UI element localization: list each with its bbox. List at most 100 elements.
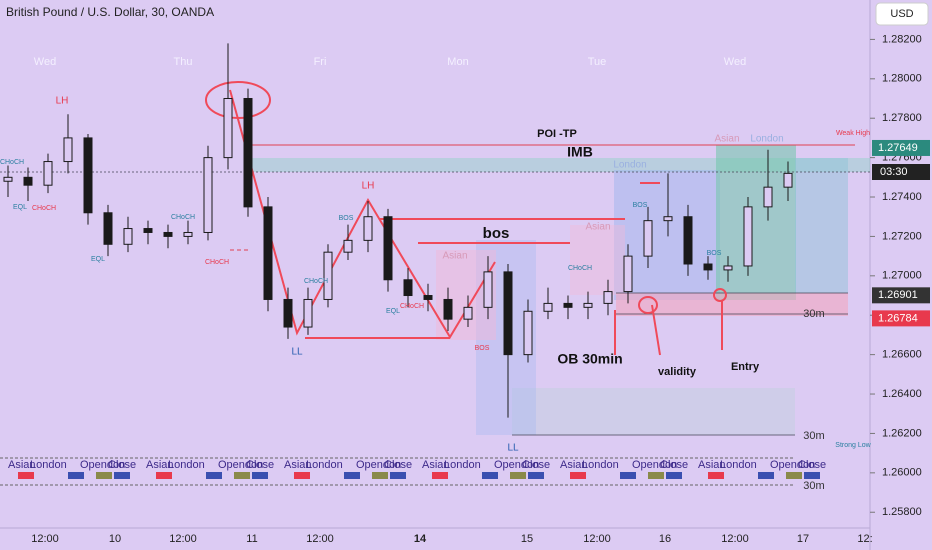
candle-body — [463, 306, 473, 320]
session-label: Asian — [560, 459, 588, 471]
y-tick-label: 1.27000 — [882, 270, 922, 282]
annotation: Asian — [714, 134, 739, 145]
candle-body — [703, 263, 713, 271]
candle-body — [583, 302, 593, 308]
session-marker — [68, 472, 84, 479]
annotation: London — [613, 160, 646, 171]
day-label: Wed — [34, 56, 56, 68]
session-marker — [390, 472, 406, 479]
annotation: Strong Low — [835, 442, 871, 449]
y-tick-label: 1.26200 — [882, 427, 922, 439]
session-label: Opendon — [218, 459, 263, 471]
annotation: Weak High — [836, 130, 870, 137]
x-tick-label: 14 — [414, 533, 427, 545]
session-label: Asian — [8, 459, 36, 471]
candle-body — [443, 298, 453, 320]
candle-body — [423, 295, 433, 300]
candle-body — [383, 216, 393, 281]
candle-body — [23, 176, 33, 186]
session-label: Close — [522, 459, 550, 471]
annotation: BOS — [475, 345, 490, 352]
candle-body — [743, 206, 753, 267]
candle-body — [523, 310, 533, 356]
day-label: Mon — [447, 56, 468, 68]
zone — [616, 293, 848, 316]
session-label: Opendon — [770, 459, 815, 471]
y-tick-label: 1.28000 — [882, 73, 922, 85]
zone — [250, 158, 870, 172]
candle-body — [763, 186, 773, 208]
candle-body — [603, 291, 613, 304]
session-marker — [294, 472, 310, 479]
y-tick-label: 1.28200 — [882, 33, 922, 45]
session-marker — [528, 472, 544, 479]
x-tick-label: 10 — [109, 533, 121, 545]
price-label: 1.26901 — [878, 289, 918, 301]
zone — [570, 225, 625, 295]
zone — [795, 158, 848, 293]
currency-button[interactable] — [875, 2, 929, 26]
y-tick-label: 1.27400 — [882, 191, 922, 203]
annotation: CHoCH — [32, 205, 56, 212]
annotation: 30m — [803, 480, 824, 492]
session-label: Close — [246, 459, 274, 471]
price-label-box — [872, 139, 930, 156]
annotation: POI -TP — [537, 128, 577, 140]
annotation: bos — [483, 225, 510, 242]
candle-body — [723, 265, 733, 271]
price-label-box — [872, 287, 930, 304]
highlight — [713, 288, 727, 302]
session-label: Close — [660, 459, 688, 471]
x-tick-label: 12:00 — [721, 533, 749, 545]
annotation: Asian — [585, 222, 610, 233]
candle-body — [683, 216, 693, 265]
annotation: Asian — [442, 251, 467, 262]
session-marker — [234, 472, 250, 479]
y-tick-label: 1.25800 — [882, 506, 922, 518]
annotation: BOS — [707, 250, 722, 257]
candle-body — [323, 251, 333, 300]
session-marker — [156, 472, 172, 479]
y-tick-label: 1.27800 — [882, 112, 922, 124]
symbol-title: British Pound / U.S. Dollar, 30, OANDA — [6, 5, 214, 19]
candle-body — [343, 239, 353, 253]
annotation: 30m — [803, 430, 824, 442]
session-marker — [758, 472, 774, 479]
annotation: CHoCH — [205, 259, 229, 266]
arrow — [651, 304, 661, 356]
annotation: validity — [658, 366, 697, 378]
candle-body — [63, 137, 73, 163]
candle-body — [403, 279, 413, 297]
x-tick-label: 12:00 — [169, 533, 197, 545]
session-label: Opendon — [80, 459, 125, 471]
session-marker — [786, 472, 802, 479]
annotation: EQL — [13, 204, 27, 211]
annotation: Entry — [731, 361, 760, 373]
session-marker — [510, 472, 526, 479]
currency[interactable]: USD — [890, 8, 913, 20]
annotation: CHoCH — [304, 278, 328, 285]
session-label: Asian — [146, 459, 174, 471]
candle-body — [203, 157, 213, 233]
countdown: 03:30 — [880, 166, 908, 178]
session-label: Asian — [422, 459, 450, 471]
annotation: LH — [362, 181, 375, 192]
candle-body — [123, 228, 133, 245]
price-label: 1.27649 — [878, 142, 918, 154]
price-label: 1.26784 — [878, 312, 918, 324]
session-label: Opendon — [632, 459, 677, 471]
annotation: 30m — [803, 308, 824, 320]
candle-body — [223, 98, 233, 159]
candle-body — [3, 176, 13, 182]
session-marker — [344, 472, 360, 479]
session-marker — [708, 472, 724, 479]
candle-body — [263, 206, 273, 300]
session-marker — [620, 472, 636, 479]
annotation: OB 30min — [557, 351, 622, 367]
session-label: London — [720, 459, 757, 471]
day-label: Tue — [588, 56, 607, 68]
zone — [512, 388, 795, 435]
annotation: LL — [291, 347, 303, 358]
